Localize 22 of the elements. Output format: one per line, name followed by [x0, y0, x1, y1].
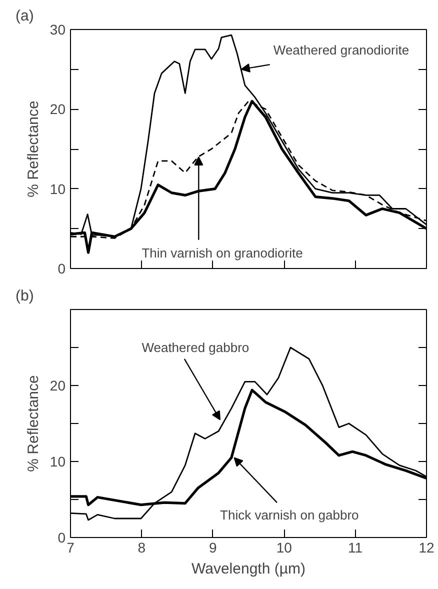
chart-title: (a) [16, 8, 34, 24]
y-tick-label: 10 [50, 454, 66, 470]
x-tick-label: 8 [138, 540, 146, 556]
x-axis-title: Wavelength (µm) [192, 560, 306, 578]
y-tick-label: 0 [58, 530, 66, 546]
x-tick-label: 11 [348, 540, 363, 556]
annotation: Weathered gabbro [142, 340, 250, 356]
y-tick-label: 10 [50, 180, 66, 197]
y-axis-title: % Reflectance [24, 100, 42, 198]
chart-title: (b) [16, 288, 34, 304]
x-tick-label: 10 [276, 540, 292, 556]
y-axis-title: % Reflectance [24, 375, 42, 472]
annotation: Thin varnish on granodiorite [142, 246, 303, 261]
y-tick-label: 30 [50, 22, 66, 38]
annotation: Thick varnish on gabbro [220, 507, 359, 522]
x-tick-label: 7 [66, 540, 75, 556]
y-tick-label: 0 [58, 260, 66, 276]
x-tick-label: 12 [418, 540, 434, 556]
y-tick-label: 20 [50, 101, 66, 118]
y-tick-label: 20 [50, 378, 66, 394]
x-tick-label: 9 [209, 540, 218, 556]
annotation: Weathered granodiorite [273, 42, 410, 58]
